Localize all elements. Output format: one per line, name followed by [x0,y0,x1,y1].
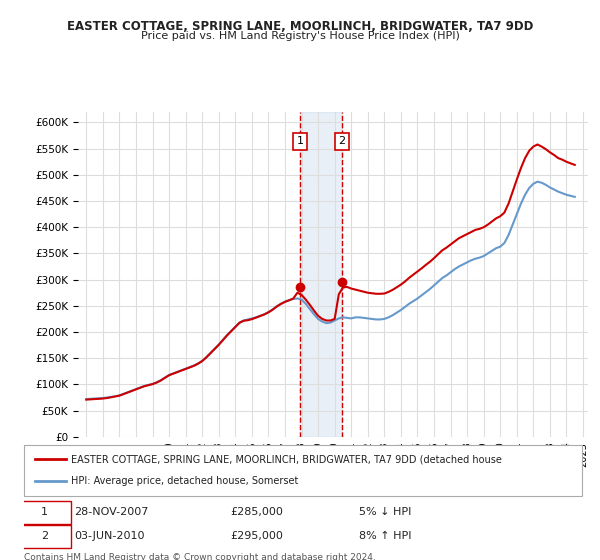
Text: HPI: Average price, detached house, Somerset: HPI: Average price, detached house, Some… [71,477,299,487]
Text: 8% ↑ HPI: 8% ↑ HPI [359,531,412,541]
Text: Contains HM Land Registry data © Crown copyright and database right 2024.: Contains HM Land Registry data © Crown c… [24,553,376,560]
Text: 2: 2 [338,136,345,146]
Text: 28-NOV-2007: 28-NOV-2007 [74,507,149,517]
Text: 03-JUN-2010: 03-JUN-2010 [74,531,145,541]
Text: EASTER COTTAGE, SPRING LANE, MOORLINCH, BRIDGWATER, TA7 9DD: EASTER COTTAGE, SPRING LANE, MOORLINCH, … [67,20,533,32]
Text: £295,000: £295,000 [230,531,283,541]
FancyBboxPatch shape [19,501,71,524]
Text: 1: 1 [296,136,304,146]
Text: Price paid vs. HM Land Registry's House Price Index (HPI): Price paid vs. HM Land Registry's House … [140,31,460,41]
Text: £285,000: £285,000 [230,507,283,517]
Text: 2: 2 [41,531,48,541]
FancyBboxPatch shape [19,525,71,548]
Text: 5% ↓ HPI: 5% ↓ HPI [359,507,411,517]
Text: EASTER COTTAGE, SPRING LANE, MOORLINCH, BRIDGWATER, TA7 9DD (detached house: EASTER COTTAGE, SPRING LANE, MOORLINCH, … [71,454,502,464]
Bar [300,112,341,437]
Text: 1: 1 [41,507,48,517]
FancyBboxPatch shape [24,445,582,496]
